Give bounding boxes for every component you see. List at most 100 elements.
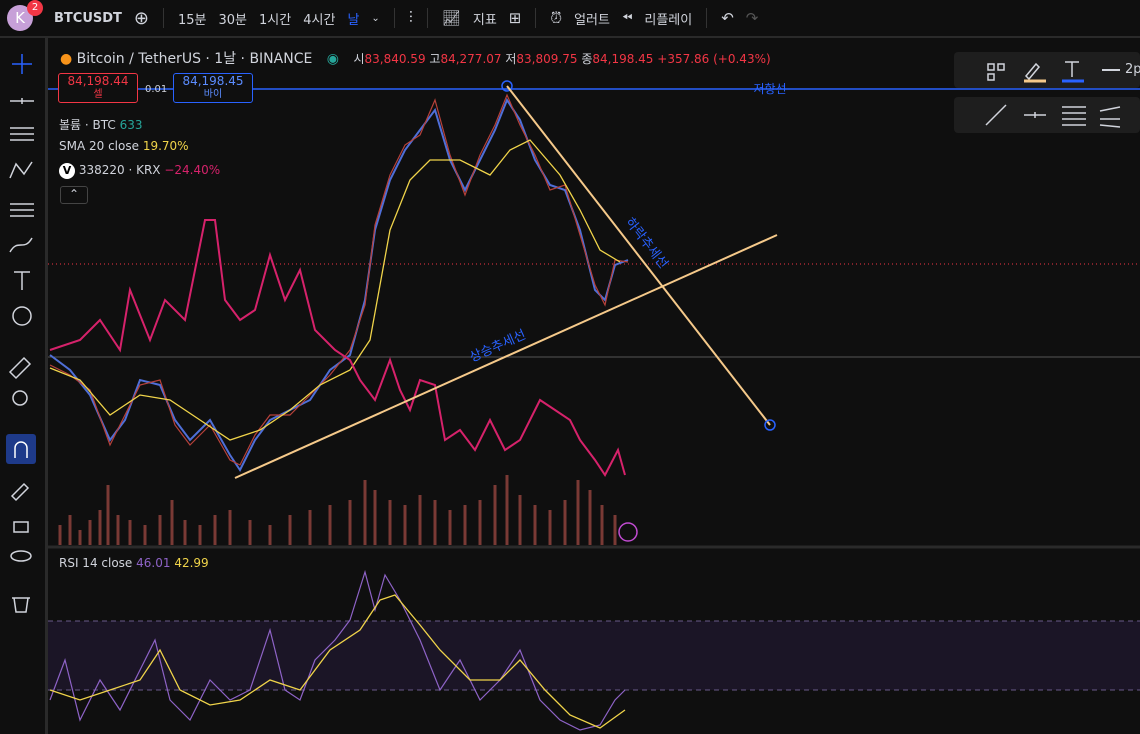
lock-tool[interactable] (13, 521, 29, 533)
hide-tool[interactable] (10, 550, 32, 562)
sell-button[interactable]: 84,198.44 셀 (58, 73, 138, 103)
sell-label: 셀 (93, 89, 103, 100)
sma-line (49, 139, 621, 441)
buy-price: 84,198.45 (182, 74, 244, 88)
brush-tool[interactable] (9, 237, 33, 253)
status-dot: ◉ (326, 51, 339, 67)
separator (426, 8, 428, 28)
uptrend-line[interactable] (234, 234, 778, 479)
buy-label: 바이 (203, 89, 223, 100)
line-tool[interactable] (10, 98, 34, 104)
compare-value: −24.40% (164, 163, 221, 177)
interval[interactable]: 1시간 (259, 12, 292, 28)
text-color[interactable] (1065, 61, 1079, 77)
volume-legend: 볼륨 · BTC 633 (59, 116, 143, 133)
sma-legend: SMA 20 close 19.70% (59, 139, 189, 153)
sma-label: SMA 20 close (59, 139, 139, 153)
horizontal-ray[interactable] (1024, 112, 1046, 118)
text-tool[interactable] (14, 271, 30, 290)
stay-drawing[interactable] (10, 482, 30, 502)
replay-icon: ⏪︎ (621, 10, 633, 26)
replay[interactable]: 리플레이 (644, 12, 693, 28)
value: 83,809.75 (516, 52, 578, 66)
line-width-value: 2p (1125, 62, 1140, 77)
interval[interactable]: 4시간 (303, 12, 336, 28)
compare-legend: V 338220 · KRX −24.40% (59, 163, 220, 179)
fib-fan[interactable] (1099, 106, 1121, 128)
undo[interactable]: ↶ (721, 9, 734, 27)
layouts[interactable]: ⊞ (508, 9, 522, 27)
price-candles-down (49, 93, 629, 466)
symbol[interactable]: BTCUSDT (54, 10, 122, 26)
alert-icon: ⏰︎ (550, 9, 563, 27)
label: 종 (581, 52, 593, 66)
projection-tool[interactable] (10, 203, 34, 217)
value: 83,840.59 (364, 52, 426, 66)
separator (163, 8, 164, 28)
template[interactable] (987, 63, 1005, 81)
coin-icon: ● (60, 51, 73, 67)
zoom-tool[interactable] (12, 390, 28, 406)
delete-tool[interactable] (12, 597, 30, 613)
handle[interactable] (764, 419, 776, 431)
collapse-legend[interactable]: ⌃ (60, 186, 88, 204)
change: +357.86 (+0.43%) (657, 52, 771, 66)
channel[interactable] (1062, 106, 1086, 126)
legend-title: ● Bitcoin / TetherUS · 1날 · BINANCE ◉ 시8… (60, 48, 771, 68)
toolbar-icons (6, 54, 36, 613)
resistance-label: 저항선 (753, 82, 786, 96)
value: 84,198.45 (592, 52, 654, 66)
compare-line (49, 219, 626, 477)
separator (393, 8, 395, 28)
drawing-toolbar (0, 38, 48, 734)
trend-line[interactable] (985, 104, 1007, 126)
add-symbol[interactable]: ⊕ (133, 7, 149, 29)
alert[interactable]: 얼러트 (574, 12, 610, 28)
icon-tool[interactable] (12, 306, 32, 326)
buy-button[interactable]: 84,198.45 바이 (173, 73, 253, 103)
label: 시 (353, 52, 365, 66)
sell-price: 84,198.44 (67, 74, 129, 88)
volume-label: 볼륨 · BTC (59, 118, 116, 132)
rsi-value: 46.01 (136, 556, 171, 570)
rsi-sma-value: 42.99 (174, 556, 209, 570)
magnet-bg (6, 434, 36, 464)
rsi-line (49, 569, 626, 731)
interval[interactable]: 15분 (178, 12, 207, 28)
notification-badge: 2 (27, 0, 43, 16)
measure-tool[interactable] (8, 356, 32, 380)
price-candles (49, 97, 629, 472)
volume-value: 633 (119, 118, 143, 132)
rsi-band (48, 621, 1140, 690)
drawing-style-bar: 2p (954, 52, 1140, 88)
interval-active[interactable]: 날 (347, 12, 360, 28)
line-color[interactable] (1024, 62, 1041, 81)
label: 저 (505, 52, 517, 66)
redo[interactable]: ↷ (745, 9, 759, 27)
pattern-tool[interactable] (9, 161, 33, 179)
indicator-icon: 📈︎ (441, 9, 461, 27)
legend-title-text: Bitcoin / TetherUS · 1날 · BINANCE (76, 51, 313, 67)
compare-label: 338220 · KRX (78, 163, 161, 177)
rsi-legend: RSI 14 close 46.01 42.99 (59, 556, 209, 570)
style-icons (987, 61, 1120, 83)
separator (535, 8, 537, 28)
handle[interactable] (501, 80, 513, 92)
interval[interactable]: 30분 (218, 12, 248, 28)
tool-icons (985, 104, 1121, 128)
downtrend-line[interactable] (506, 85, 771, 426)
sma-value: 19.70% (142, 139, 189, 153)
rsi-sma (49, 594, 626, 729)
value: 84,277.07 (440, 52, 502, 66)
event-icon[interactable] (618, 522, 638, 542)
rsi-label: RSI 14 close (59, 556, 133, 570)
indicators[interactable]: 지표 (472, 12, 497, 28)
chart-type[interactable]: ⫶ (408, 8, 413, 27)
chart-area: 저항선 하락추세선 상승추세선 (48, 80, 1140, 731)
fib-tool[interactable] (10, 127, 34, 141)
spread: 0.01 (145, 84, 168, 95)
magnet-tool[interactable] (14, 441, 28, 458)
crosshair[interactable] (12, 54, 32, 74)
interval-menu[interactable]: ⌄ (371, 12, 380, 24)
